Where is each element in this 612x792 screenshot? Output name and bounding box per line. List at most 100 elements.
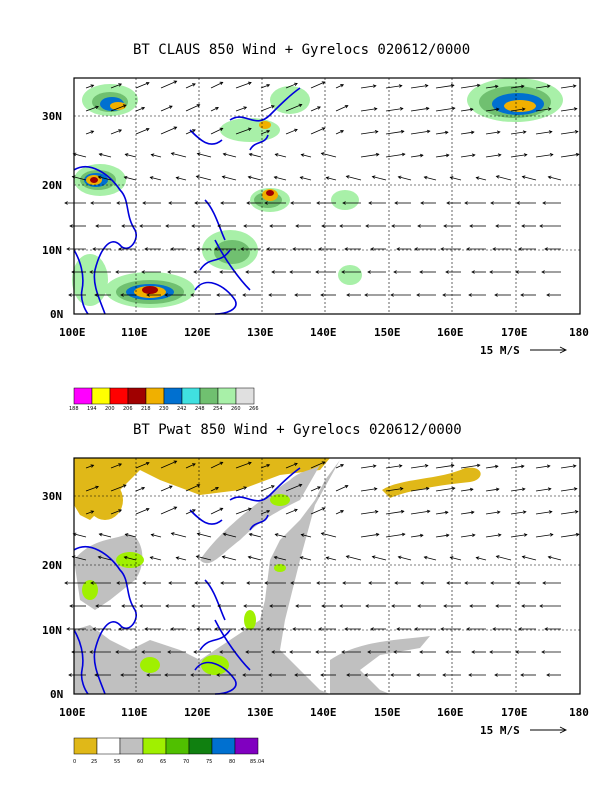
wind-vector-head: [95, 224, 99, 228]
wind-vector-head: [243, 604, 247, 608]
wind-vector-head: [240, 627, 244, 631]
wind-vector-head: [318, 247, 322, 251]
wind-vector-head: [222, 152, 227, 157]
wind-vector-head: [401, 152, 406, 157]
panel2-map: [64, 457, 581, 695]
wind-vector-head: [398, 464, 403, 468]
wind-vector-head: [520, 464, 525, 469]
wind-vector-head: [471, 153, 476, 158]
wind-vector: [360, 465, 376, 469]
wind-vector-head: [264, 201, 268, 205]
wind-vector: [151, 154, 162, 158]
wind-vector: [460, 131, 474, 135]
wind-vector-head: [400, 509, 405, 514]
wind-vector-head: [420, 201, 424, 205]
wind-vector: [196, 175, 212, 181]
wind-vector-head: [145, 81, 150, 86]
wind-vector-head: [450, 83, 455, 88]
wind-vector: [372, 176, 387, 181]
wind-vector: [410, 107, 429, 112]
panel1-lat-labels: 30N 20N 10N 0N: [42, 110, 63, 321]
wind-vector-head: [95, 485, 99, 490]
wind-vector-head: [196, 627, 200, 631]
wind-vector-head: [294, 673, 298, 677]
wind-vector-head: [368, 581, 372, 585]
wind-vector: [398, 176, 412, 181]
wind-vector: [72, 556, 87, 561]
wind-vector-head: [215, 106, 219, 111]
wind-vector-head: [339, 224, 343, 228]
wind-vector: [435, 107, 455, 112]
lon-label: 130E: [247, 326, 274, 339]
wind-vector-head: [118, 247, 122, 251]
wind-vector-head: [266, 627, 270, 631]
wind-vector-head: [549, 153, 554, 157]
wind-vector: [560, 108, 577, 112]
wind-vector-head: [118, 509, 123, 513]
wind-vector: [260, 105, 275, 112]
wind-vector-head: [292, 247, 296, 251]
wind-vector-head: [425, 106, 430, 111]
wind-vector: [485, 465, 498, 469]
wind-vector-head: [548, 130, 553, 134]
wind-vector-head: [372, 84, 377, 88]
wind-vector-head: [476, 83, 481, 88]
wind-vector: [410, 534, 423, 538]
wind-vector: [135, 462, 150, 469]
wind-vector: [485, 85, 498, 89]
wind-vector-head: [320, 532, 325, 536]
wind-vector-head: [546, 464, 551, 469]
colorbar-label: 188: [69, 406, 79, 412]
wind-vector: [435, 84, 454, 89]
wind-vector-head: [193, 270, 197, 274]
wind-vector-head: [396, 627, 400, 631]
wind-vector-head: [149, 556, 154, 560]
wind-vector: [160, 485, 173, 492]
wind-vector-head: [274, 153, 279, 157]
wind-vector-head: [164, 673, 168, 677]
wind-vector-head: [266, 509, 271, 514]
wind-vector-head: [168, 105, 173, 109]
lon-label: 160E: [437, 326, 464, 339]
wind-vector-head: [95, 604, 99, 608]
panel2-ref-vector-label: 15 M/S: [480, 724, 520, 737]
lon-label: 110E: [121, 706, 148, 719]
wind-vector-head: [547, 555, 552, 560]
wind-vector: [235, 128, 252, 135]
wind-vector-head: [164, 293, 168, 297]
wind-vector-head: [321, 127, 326, 131]
colorbar-swatch: [91, 387, 111, 405]
wind-vector: [435, 464, 454, 469]
wind-vector-head: [470, 510, 475, 515]
colorbar-swatch: [181, 387, 201, 405]
wind-vector-head: [170, 152, 175, 156]
wind-vector-head: [341, 270, 345, 274]
wind-vector-head: [547, 487, 552, 491]
wind-vector: [510, 108, 525, 112]
wind-vector-head: [315, 270, 319, 274]
wind-vector: [535, 154, 553, 158]
wind-vector-head: [196, 247, 200, 251]
wind-vector-head: [523, 153, 528, 157]
wind-vector-head: [90, 130, 95, 134]
colorbar-label: 0: [73, 759, 76, 765]
wind-vector-head: [544, 247, 548, 251]
panel1-map: [64, 77, 581, 315]
wind-vector: [210, 507, 223, 515]
wind-vector-head: [372, 464, 377, 468]
wind-vector-head: [364, 673, 368, 677]
wind-vector-head: [398, 84, 403, 88]
wind-vector-head: [116, 201, 120, 205]
colorbar-swatch: [165, 737, 190, 755]
wind-vector-head: [375, 152, 380, 157]
wind-vector-head: [520, 293, 524, 297]
wind-vector-head: [90, 464, 95, 468]
wind-vector-head: [294, 293, 298, 297]
wind-vector: [335, 485, 348, 492]
wind-vector-head: [371, 175, 376, 179]
wind-vector-head: [118, 83, 123, 87]
wind-vector-head: [490, 581, 494, 585]
wind-vector: [385, 108, 403, 112]
wind-vector: [326, 557, 337, 561]
